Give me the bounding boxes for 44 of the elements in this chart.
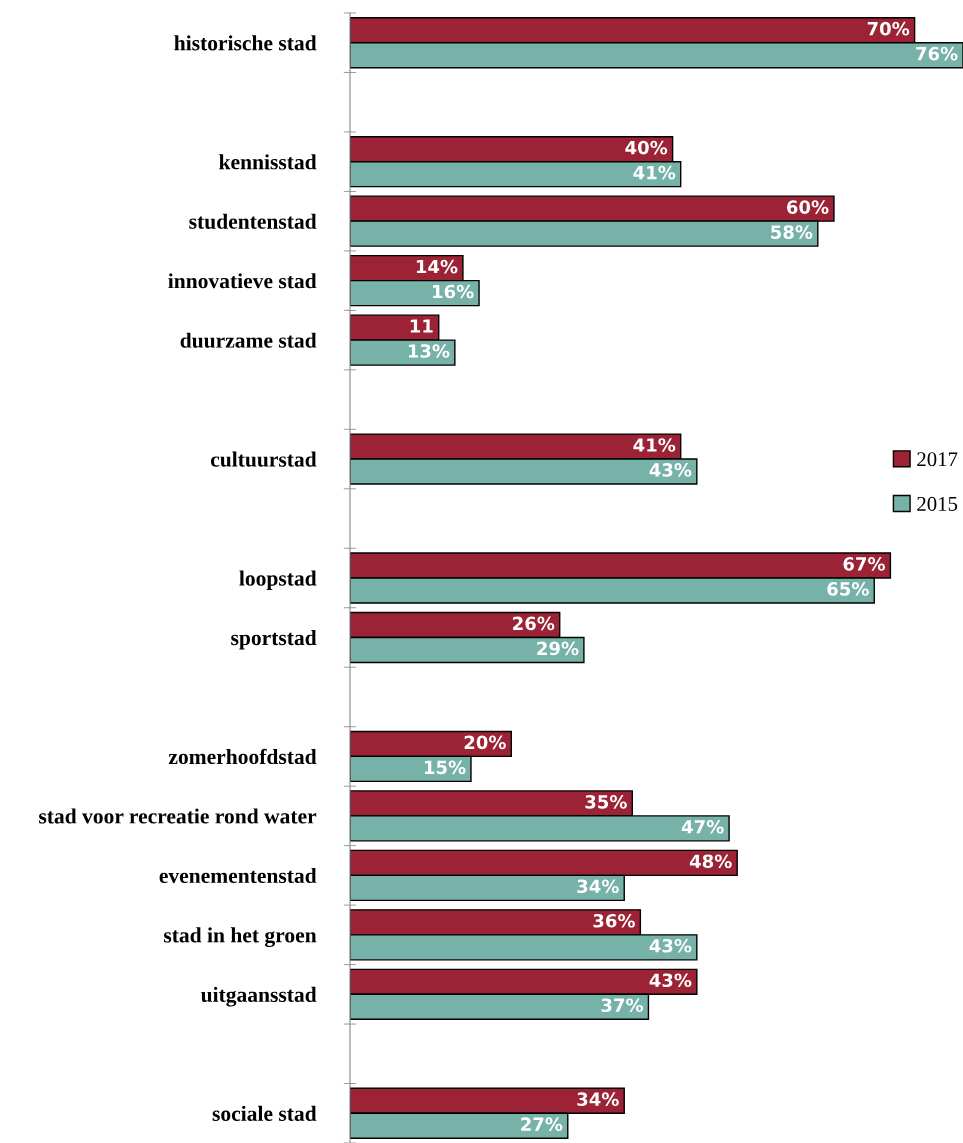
data-label: 16% [433, 284, 474, 299]
y-tick-label: evenementenstad [159, 867, 317, 884]
data-label: 15% [424, 760, 466, 775]
legend-label: 2017 [917, 452, 958, 467]
data-label: 29% [537, 641, 579, 656]
y-tick-label: innovatieve stad [168, 273, 317, 289]
data-label: 35% [585, 794, 627, 809]
y-tick-label: historische stad [174, 35, 317, 51]
data-label: 34% [577, 879, 619, 894]
y-tick-label: cultuurstad [210, 451, 317, 467]
data-label: 60% [787, 200, 829, 214]
data-label: 13% [408, 344, 450, 358]
y-tick-label: uitgaansstad [200, 986, 317, 1007]
y-tick-label: duurzame stad [180, 332, 317, 348]
data-label: 41% [633, 438, 676, 452]
data-label: 41% [633, 165, 676, 180]
data-label: 43% [649, 463, 692, 477]
data-label: 48% [689, 854, 732, 869]
y-tick-label: stad voor recreatie rond water [39, 808, 317, 824]
y-tick-label: kennisstad [219, 154, 317, 170]
data-label: 70% [867, 21, 910, 36]
y-tick-label: studentenstad [189, 213, 317, 229]
data-label: 20% [464, 735, 506, 750]
data-label: 40% [625, 140, 668, 155]
data-label: 58% [771, 225, 813, 239]
y-tick-label: zomerhoofdstad [168, 748, 317, 765]
y-tick-label: stad in het groen [164, 927, 317, 948]
data-label: 65% [827, 582, 869, 596]
y-tick-label: sociale stad [212, 1105, 317, 1121]
data-label: 34% [577, 1092, 619, 1107]
y-tick-label: sportstad [231, 630, 317, 650]
data-label: 36% [593, 913, 635, 928]
data-label: 37% [601, 998, 644, 1013]
data-label: 47% [681, 819, 724, 834]
data-label: 11 [410, 319, 433, 333]
data-label: 27% [521, 1117, 563, 1131]
data-label: 43% [649, 938, 692, 953]
data-label: 76% [916, 46, 958, 61]
data-label: 14% [416, 259, 458, 274]
legend-label: 2015 [917, 496, 958, 511]
data-label: 43% [649, 973, 692, 988]
data-label: 26% [513, 616, 555, 631]
data-label: 67% [843, 557, 885, 571]
y-tick-label: loopstad [239, 570, 317, 591]
